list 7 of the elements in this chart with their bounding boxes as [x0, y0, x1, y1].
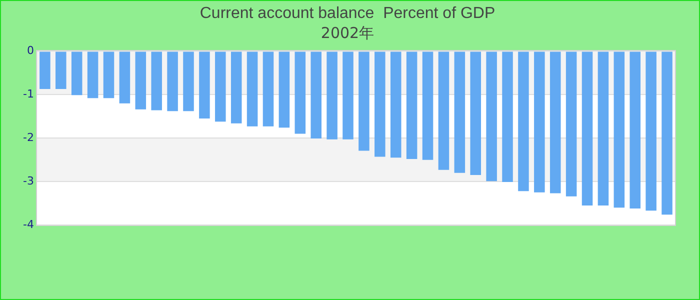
- y-tick-label: -1: [23, 88, 34, 101]
- chart-subtitle: 2002年: [320, 24, 374, 42]
- y-tick-label: -4: [23, 218, 34, 231]
- y-tick-label: -2: [23, 130, 34, 144]
- y-tick-label: -3: [23, 174, 34, 188]
- y-tick-label: 0: [26, 44, 34, 58]
- chart-title: Current account balance Percent of GDP: [200, 5, 496, 22]
